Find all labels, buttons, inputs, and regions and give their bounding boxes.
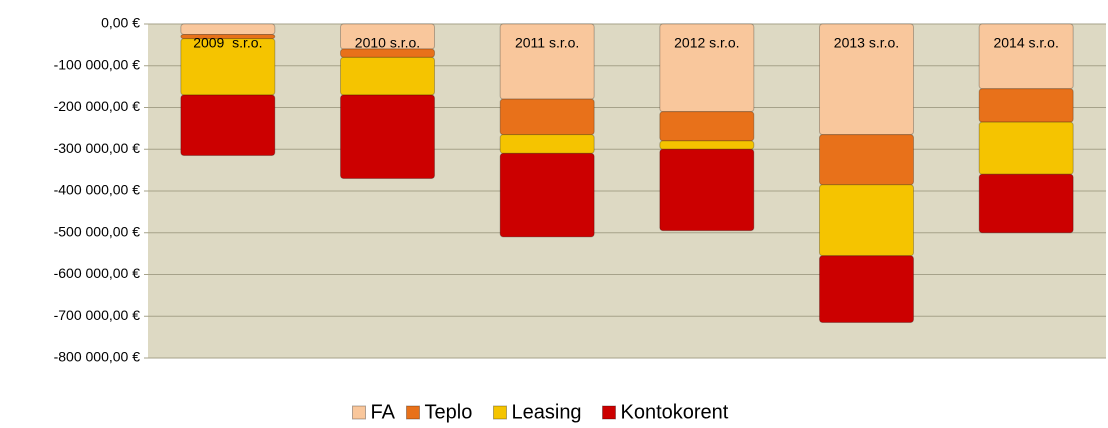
- bar-segment: [499, 134, 595, 154]
- category-label: 2014 s.r.o.: [993, 35, 1058, 51]
- y-tick-label: -700 000,00 €: [54, 307, 141, 323]
- bar-segment: [499, 98, 595, 136]
- legend-swatch: [602, 405, 616, 420]
- bar-segment: [819, 134, 914, 186]
- y-tick-label: -500 000,00 €: [54, 223, 141, 239]
- y-tick-label: -800 000,00 €: [54, 349, 141, 365]
- y-tick-label: -400 000,00 €: [54, 182, 141, 198]
- bar-segment: [659, 140, 755, 150]
- category-label: 2010 s.r.o.: [355, 35, 420, 51]
- bar-segment: [819, 255, 914, 324]
- legend-swatch: [493, 405, 507, 420]
- legend-label: Teplo: [425, 401, 473, 423]
- y-tick-label: -100 000,00 €: [54, 56, 141, 72]
- y-tick-label: -300 000,00 €: [54, 140, 141, 156]
- bar-segment: [978, 121, 1074, 175]
- bar-segment: [819, 184, 914, 257]
- category-label: 2011 s.r.o.: [515, 35, 579, 51]
- bar-segment: [978, 173, 1074, 234]
- bar-segment: [340, 56, 435, 96]
- legend-label: Kontokorent: [621, 401, 729, 423]
- bar-segment: [659, 148, 755, 232]
- bar-segment: [659, 111, 755, 142]
- bar-segment: [499, 152, 595, 238]
- legend-swatch: [352, 405, 366, 420]
- bar-segment: [340, 94, 435, 179]
- bar-segment: [180, 23, 276, 35]
- category-label: 2012 s.r.o.: [674, 35, 739, 51]
- y-tick-label: 0,00 €: [101, 15, 140, 31]
- y-tick-label: -600 000,00 €: [54, 265, 141, 281]
- legend-swatch: [406, 405, 420, 420]
- category-label: 2009 s.r.o.: [193, 35, 262, 51]
- y-tick-label: -200 000,00 €: [54, 98, 141, 114]
- legend-label: FA: [371, 401, 396, 423]
- legend-label: Leasing: [512, 401, 582, 423]
- bar-segment: [340, 48, 435, 58]
- bar-segment: [180, 94, 276, 157]
- bar-segment: [978, 88, 1074, 123]
- bar-segment: [978, 23, 1074, 90]
- category-label: 2013 s.r.o.: [834, 35, 899, 51]
